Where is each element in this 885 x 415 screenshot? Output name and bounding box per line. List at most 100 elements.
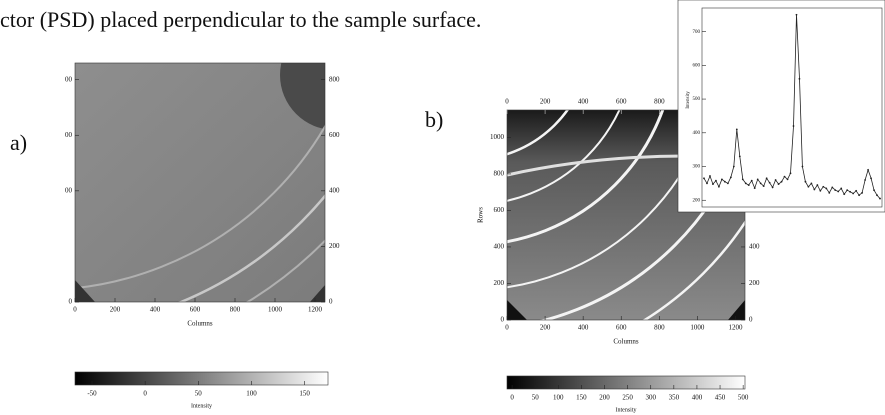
inset-point	[798, 77, 801, 80]
inset-point	[807, 185, 810, 188]
inset-point	[864, 179, 866, 181]
y-tick-label: 800	[494, 170, 505, 178]
inset-point	[861, 191, 864, 194]
inset-point	[879, 197, 881, 200]
y-right-tick-label: 400	[329, 186, 340, 194]
detector-image-a	[75, 63, 325, 302]
inset-point	[723, 180, 726, 183]
x-top-tick-label: 800	[654, 98, 665, 106]
colorbar-tick-label: 150	[576, 394, 587, 402]
inset-point	[825, 187, 828, 190]
x-tick-label: 1200	[728, 324, 743, 332]
inset-point	[801, 165, 804, 168]
y-right-tick-label: 800	[329, 75, 340, 83]
colorbar-tick-label: 100	[553, 394, 564, 402]
inset-point	[867, 168, 869, 171]
inset-point	[876, 194, 878, 197]
inset-point	[795, 13, 798, 16]
y-right-tick-label: 200	[329, 242, 340, 250]
panel-label: a)	[10, 130, 27, 155]
inset-point	[715, 179, 717, 182]
inset-point	[738, 155, 741, 158]
y-tick-label: 0	[501, 316, 505, 324]
inset-point	[816, 184, 819, 186]
inset-point	[780, 180, 783, 183]
panel-label: b)	[425, 107, 443, 132]
inset-point	[753, 187, 756, 190]
x-tick-label: 1000	[690, 324, 705, 332]
inset-point	[706, 182, 708, 185]
x-tick-label: 600	[190, 306, 201, 314]
inset-point	[744, 182, 747, 185]
y-tick-label: 200	[494, 279, 505, 287]
inset-point	[849, 190, 852, 193]
inset-point	[837, 190, 840, 193]
colorbar-label: Intensity	[616, 407, 637, 413]
x-top-tick-label: 400	[578, 98, 589, 106]
inset-point	[712, 183, 714, 185]
x-top-tick-label: 600	[616, 98, 627, 106]
y-right-tick-label: 0	[749, 316, 753, 324]
inset-point	[804, 180, 807, 183]
inset-axes	[701, 7, 883, 208]
inset-point	[852, 192, 855, 195]
x-top-tick-label: 0	[505, 98, 509, 106]
colorbar-label: Intensity	[191, 403, 212, 409]
x-tick-label: 600	[616, 324, 627, 332]
inset-y-tick-label: 400	[693, 131, 701, 136]
colorbar-tick-label: 350	[669, 394, 680, 402]
inset-point	[792, 125, 795, 127]
inset-point	[783, 175, 786, 178]
x-tick-label: 800	[230, 306, 241, 314]
y-tick-label: 1000	[490, 133, 505, 141]
x-axis-label: Columns	[187, 320, 213, 328]
inset-point	[810, 182, 813, 185]
inset-point	[777, 183, 780, 185]
inset-y-tick-label: 600	[693, 63, 701, 68]
inset-point	[750, 179, 753, 182]
colorbar-a	[74, 371, 329, 386]
y-tick-label: 00	[65, 186, 73, 194]
colorbar-tick-label: 50	[195, 390, 203, 398]
inset-point	[873, 189, 875, 192]
inset-point	[720, 178, 723, 181]
inset-point	[855, 189, 858, 192]
inset-y-tick-label: 200	[693, 198, 701, 203]
inset-point	[729, 176, 732, 179]
inset-point	[843, 193, 846, 196]
y-axis-label: Rows	[477, 207, 485, 223]
inset-point	[771, 186, 774, 189]
colorbar-tick-label: 200	[599, 394, 610, 402]
x-tick-label: 200	[540, 324, 551, 332]
y-right-tick-label: 200	[749, 279, 760, 287]
inset-y-tick-label: 500	[693, 97, 701, 102]
inset-point	[834, 189, 837, 192]
x-axis-label: Columns	[613, 338, 639, 346]
inset-point	[718, 185, 720, 188]
inset-point	[822, 185, 825, 188]
inset-point	[846, 189, 849, 192]
inset-y-label: Intensity	[686, 91, 691, 109]
colorbar-tick-label: 50	[532, 394, 540, 402]
inset-point	[828, 191, 831, 194]
x-top-tick-label: 200	[540, 98, 551, 106]
colorbar-tick-label: 100	[246, 390, 257, 398]
x-tick-label: 1000	[268, 306, 283, 314]
x-tick-label: 400	[150, 306, 161, 314]
y-tick-label: 600	[494, 206, 505, 214]
inset-y-tick-label: 700	[693, 30, 701, 35]
inset-frame	[677, 0, 885, 213]
inset-point	[774, 179, 777, 181]
inset-point	[726, 182, 729, 185]
colorbar-tick-label: 450	[715, 394, 726, 402]
inset-y-tick-label: 300	[693, 165, 701, 170]
colorbar-tick-label: 0	[510, 394, 514, 402]
colorbar-b	[506, 375, 746, 390]
inset-point	[858, 194, 861, 197]
inset-point	[709, 175, 711, 177]
inset-point	[735, 128, 738, 131]
inset-point	[765, 177, 768, 180]
inset-point	[768, 181, 771, 184]
inset-point	[819, 189, 822, 192]
